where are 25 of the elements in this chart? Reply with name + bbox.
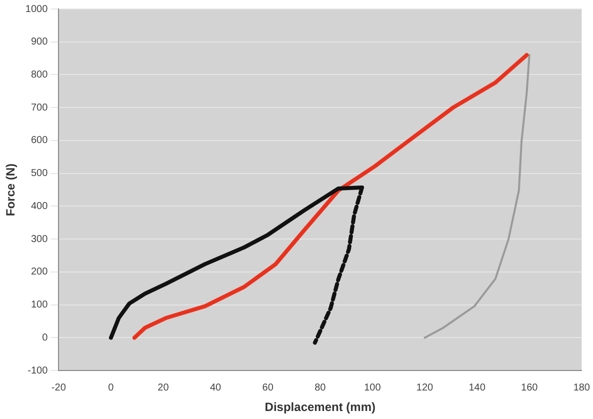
- x-axis-title: Displacement (mm): [264, 400, 376, 414]
- x-tick-label: 80: [314, 382, 326, 394]
- x-tick-label: 180: [573, 382, 590, 394]
- y-tick-label: 900: [30, 36, 48, 48]
- y-tick-label: 700: [30, 102, 48, 114]
- x-tick-label: 0: [108, 382, 114, 394]
- x-tick-label: 120: [416, 382, 434, 394]
- x-tick-label: 140: [468, 382, 486, 394]
- x-tick-label: -20: [51, 382, 66, 394]
- y-tick-label: 200: [30, 266, 48, 278]
- y-tick-label: 600: [30, 135, 48, 146]
- x-tick-label: 60: [262, 382, 274, 394]
- x-tick-label: 100: [364, 382, 382, 394]
- x-tick-label: 20: [158, 382, 170, 394]
- y-tick-label: 300: [30, 234, 48, 245]
- y-tick-label: 0: [42, 332, 48, 344]
- y-axis-title: Force (N): [4, 163, 18, 216]
- y-tick-label: -100: [28, 365, 48, 376]
- y-tick-label: 500: [30, 168, 48, 180]
- x-tick-label: 40: [210, 382, 222, 394]
- y-tick-label: 1000: [25, 4, 48, 15]
- x-tick-label: 160: [521, 382, 538, 394]
- y-tick-label: 100: [30, 300, 48, 311]
- y-tick-label: 400: [30, 200, 48, 212]
- y-tick-label: 800: [30, 69, 48, 80]
